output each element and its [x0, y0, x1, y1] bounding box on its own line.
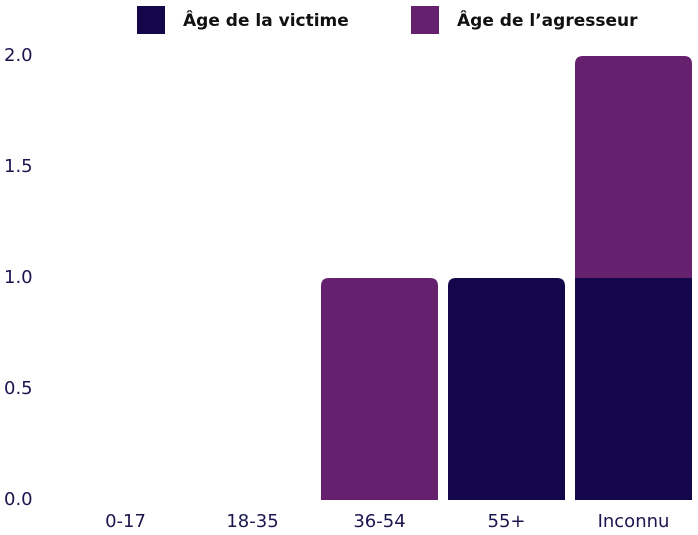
legend-swatch [411, 6, 439, 34]
x-tick-label: 18-35 [226, 511, 278, 532]
x-tick-label: Inconnu [598, 511, 670, 532]
x-tick-label: 55+ [488, 511, 526, 532]
y-tick-label: 2.0 [4, 45, 33, 66]
legend-swatch [137, 6, 165, 34]
x-tick-label: 0-17 [105, 511, 146, 532]
y-tick-label: 1.5 [4, 156, 33, 177]
y-tick-label: 1.0 [4, 267, 33, 288]
bar [575, 278, 692, 500]
bar [321, 278, 438, 500]
legend-label: Âge de la victime [183, 9, 349, 31]
y-tick-label: 0.0 [4, 489, 33, 510]
x-tick-label: 36-54 [353, 511, 405, 532]
bar [448, 278, 565, 500]
legend-label: Âge de l’agresseur [457, 9, 638, 31]
y-tick-label: 0.5 [4, 378, 33, 399]
bar [575, 56, 692, 278]
